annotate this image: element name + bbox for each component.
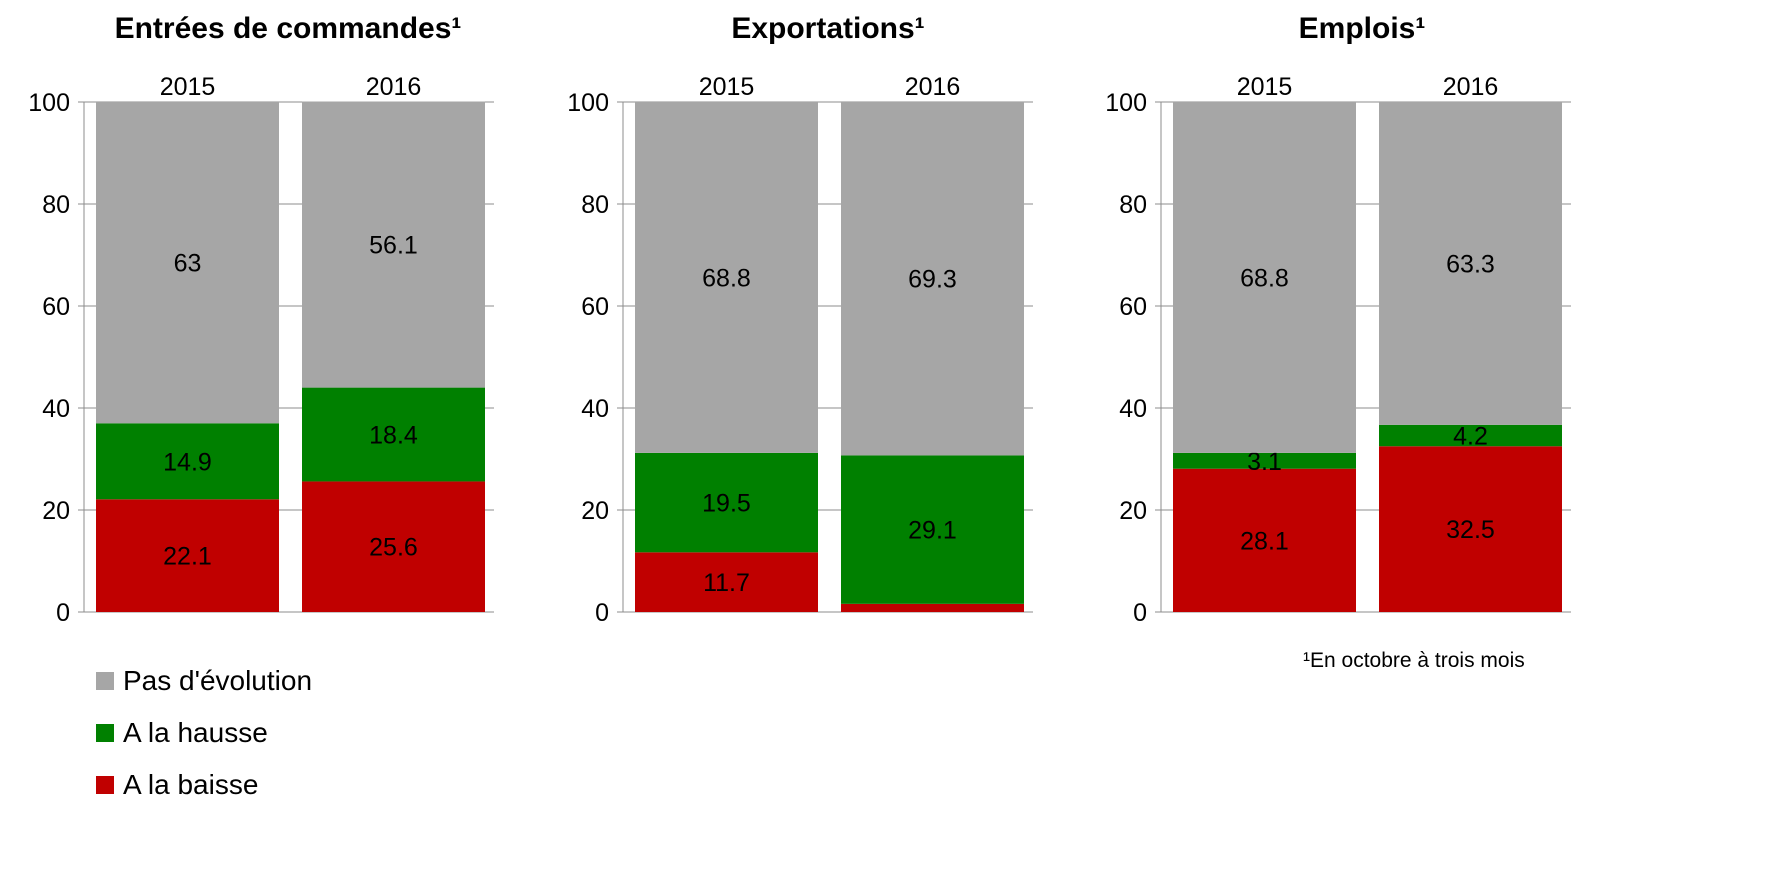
bar-segment	[635, 552, 818, 612]
footnote: ¹En octobre à trois mois	[1303, 649, 1525, 672]
data-label: 68.8	[702, 264, 751, 292]
y-tick-label: 20	[1119, 497, 1147, 525]
bar-segment	[1173, 452, 1356, 469]
data-label: 32.5	[1446, 516, 1495, 544]
legend-label-increase: A la hausse	[123, 717, 268, 748]
data-label: 63	[174, 250, 202, 278]
bar-segment	[302, 101, 485, 388]
legend-item-decrease: A la baisse	[96, 759, 312, 811]
data-label: 56.1	[369, 232, 418, 260]
data-label: 69.3	[908, 266, 957, 294]
data-label: 63.3	[1446, 250, 1495, 278]
legend-label-no-change: Pas d'évolution	[123, 665, 313, 696]
category-label: 2016	[905, 73, 961, 101]
data-label: 22.1	[163, 543, 212, 571]
chart-title-3: Emplois¹	[1299, 12, 1426, 45]
chart-title-1: Entrées de commandes¹	[115, 12, 462, 45]
data-label: 28.1	[1240, 527, 1289, 555]
y-tick-label: 0	[595, 599, 609, 627]
bar-segment	[841, 102, 1024, 456]
y-tick-label: 80	[1119, 191, 1147, 219]
data-label: 25.6	[369, 534, 418, 562]
data-label: 19.5	[702, 490, 751, 518]
category-label: 2015	[699, 73, 755, 101]
category-label: 2016	[366, 73, 422, 101]
y-tick-label: 80	[581, 191, 609, 219]
y-tick-label: 100	[28, 89, 70, 117]
bar-segment	[96, 423, 279, 500]
bar-segment	[635, 452, 818, 553]
bar-segment	[302, 481, 485, 612]
legend-swatch-gray	[96, 672, 114, 690]
legend-label-decrease: A la baisse	[123, 769, 259, 800]
chart-legend: Pas d'évolution A la hausse A la baisse	[96, 655, 312, 811]
bar-segment	[1173, 102, 1356, 453]
category-label: 2015	[1237, 73, 1293, 101]
bar-segment	[1379, 424, 1562, 447]
legend-item-increase: A la hausse	[96, 707, 312, 759]
data-label: 18.4	[369, 422, 418, 450]
y-tick-label: 100	[1105, 89, 1147, 117]
y-tick-label: 100	[567, 89, 609, 117]
category-label: 2016	[1443, 73, 1499, 101]
bar-segment	[96, 102, 279, 424]
bar-segment	[302, 387, 485, 482]
y-tick-label: 80	[42, 191, 70, 219]
bar-segment	[1379, 446, 1562, 612]
bar-segment	[841, 455, 1024, 604]
legend-item-no-change: Pas d'évolution	[96, 655, 312, 707]
data-label: 11.7	[703, 569, 750, 597]
data-label: 4.2	[1453, 423, 1488, 451]
legend-swatch-green	[96, 724, 114, 742]
y-tick-label: 20	[581, 497, 609, 525]
bar-segment	[841, 603, 1024, 612]
y-tick-label: 40	[1119, 395, 1147, 423]
bar-segment	[96, 499, 279, 612]
category-label: 2015	[160, 73, 216, 101]
y-tick-label: 0	[1133, 599, 1147, 627]
y-tick-label: 20	[42, 497, 70, 525]
data-label: 68.8	[1240, 264, 1289, 292]
y-tick-label: 60	[1119, 293, 1147, 321]
bar-segment	[635, 102, 818, 453]
data-label: 29.1	[908, 517, 957, 545]
y-tick-label: 0	[56, 599, 70, 627]
y-tick-label: 60	[42, 293, 70, 321]
y-tick-label: 40	[581, 395, 609, 423]
y-tick-label: 40	[42, 395, 70, 423]
bar-segment	[1173, 468, 1356, 612]
bar-segment	[1379, 102, 1562, 425]
legend-swatch-red	[96, 776, 114, 794]
chart-title-2: Exportations¹	[731, 12, 924, 45]
y-tick-label: 60	[581, 293, 609, 321]
data-label: 14.9	[163, 448, 212, 476]
